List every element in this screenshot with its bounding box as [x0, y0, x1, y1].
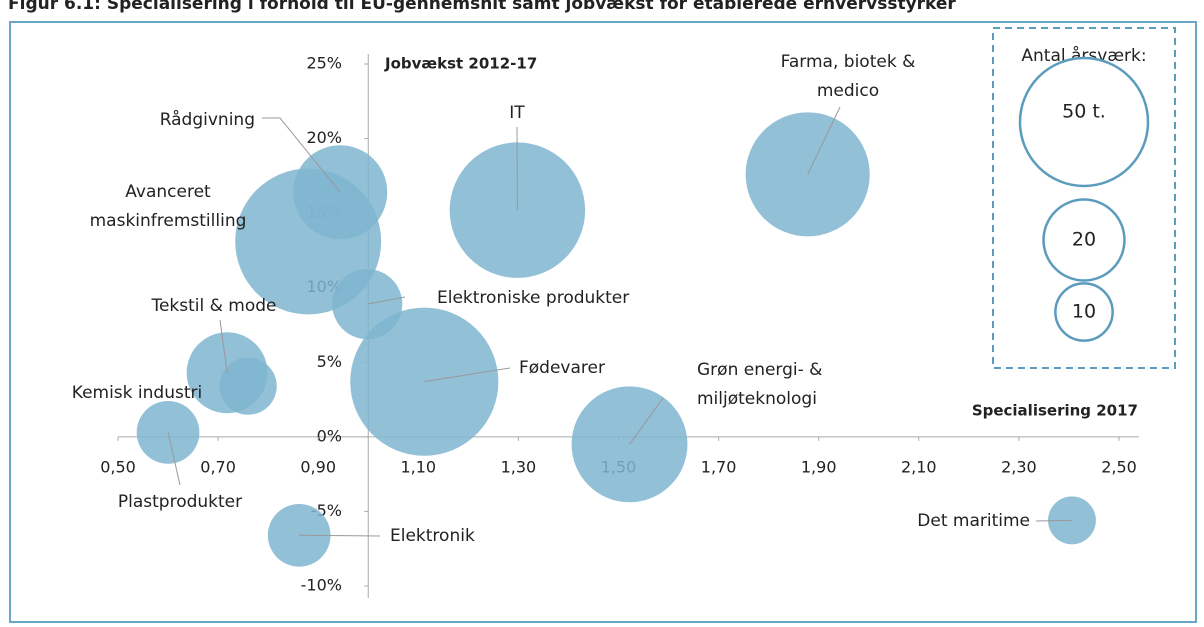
leader-line	[424, 367, 511, 383]
leader-line	[262, 117, 341, 193]
legend-title: Antal årsværk:	[1021, 45, 1146, 66]
bubble	[350, 307, 499, 456]
chart-title: Figur 6.1: Specialisering i forhold til …	[8, 0, 956, 14]
point-label: Plastprodukter	[118, 492, 242, 512]
leader-line	[219, 319, 228, 373]
point-label: Tekstil & mode	[150, 296, 276, 316]
x-tick-label: 2,10	[901, 458, 937, 477]
point-label: Grøn energi- & miljøteknologi	[697, 360, 822, 409]
legend-bubble	[1042, 198, 1126, 282]
point-label: Kemisk industri	[72, 383, 202, 403]
y-tick-label: 0%	[317, 426, 342, 445]
x-tick-label: 1,70	[701, 458, 737, 477]
point-label: Elektronik	[390, 526, 475, 546]
y-tick-label: 25%	[306, 54, 342, 73]
leader-line	[807, 106, 841, 175]
x-tick-label: 1,30	[501, 458, 537, 477]
point-label: IT	[509, 103, 525, 123]
x-tick-label: 0,70	[200, 458, 236, 477]
leader-line	[367, 296, 406, 305]
legend-label: 20	[1072, 229, 1096, 251]
point-label: Rådgivning	[160, 109, 255, 130]
legend-label: 10	[1072, 301, 1096, 323]
point-label: Det maritime	[917, 511, 1030, 531]
x-tick-label: 2,30	[1001, 458, 1037, 477]
x-tick-label: 0,50	[100, 458, 136, 477]
x-tick-label: 1,10	[400, 458, 436, 477]
chart-border	[9, 21, 1197, 623]
x-tick-label: 1,90	[801, 458, 837, 477]
legend-label: 50 t.	[1062, 101, 1106, 123]
leader-line	[629, 397, 664, 445]
legend-bubble	[1018, 56, 1150, 188]
point-label: Fødevarer	[519, 358, 605, 378]
y-axis-title: Jobvækst 2012-17	[384, 55, 537, 73]
x-axis-title: Specialisering 2017	[972, 402, 1138, 420]
legend-bubble	[1054, 282, 1114, 342]
x-tick-label: 0,90	[300, 458, 336, 477]
y-tick-label: -10%	[301, 576, 342, 595]
bubble	[219, 357, 277, 415]
leader-line	[299, 534, 381, 537]
bubble	[745, 112, 870, 237]
point-label: Avanceret maskinfremstilling	[90, 182, 247, 231]
leader-line	[167, 432, 181, 486]
y-tick-label: 20%	[306, 128, 342, 147]
y-tick-label: 5%	[317, 352, 342, 371]
leader-line	[1035, 519, 1072, 522]
point-label: Farma, biotek & medico	[781, 52, 916, 101]
legend-box	[992, 27, 1176, 369]
point-label: Elektroniske produkter	[437, 288, 629, 308]
x-tick-label: 2,50	[1101, 458, 1137, 477]
